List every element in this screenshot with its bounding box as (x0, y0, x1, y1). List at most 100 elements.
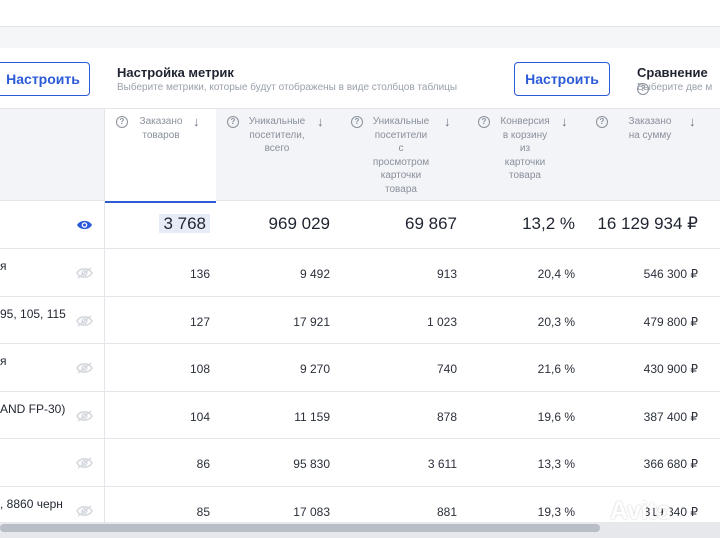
cell-unique-visitors: 9 492 (299, 267, 330, 281)
column-header-label: Уникальные посетители, всего (242, 115, 312, 156)
sort-arrow-icon[interactable]: ↓ (561, 114, 568, 129)
cell-unique-visitors: 9 270 (299, 362, 330, 376)
column-header-label: Конверсия в корзину из карточки товара (493, 115, 557, 183)
header-line: Конверсия (500, 116, 550, 127)
header-line: товара (385, 183, 417, 195)
header-line: Заказано (628, 116, 672, 127)
header-line: просмотром (372, 156, 430, 168)
cell-visitors-with-view: 740 (436, 362, 457, 376)
cell-ordered-items: 136 (189, 267, 210, 281)
sort-arrow-icon[interactable]: ↓ (689, 114, 696, 129)
help-icon[interactable]: ? (637, 82, 649, 95)
top-bar (0, 0, 720, 27)
cell-ordered-amount: 479 800 ₽ (643, 314, 698, 329)
table-row[interactable]: 86 95 830 3 611 13,3 % 366 680 ₽ (0, 439, 720, 487)
total-ordered-items: 3 768 (159, 214, 210, 234)
product-name[interactable]: я (0, 259, 7, 273)
table-header: ? Заказано товаров ↓ ? Уникальные посети… (0, 108, 720, 203)
cell-cart-conversion: 21,6 % (537, 362, 575, 376)
header-line: карточки (504, 156, 546, 168)
eye-icon[interactable] (76, 219, 93, 231)
sort-arrow-icon[interactable]: ↓ (317, 114, 324, 129)
table-row[interactable]: я 136 9 492 913 20,4 % 546 300 ₽ (0, 249, 720, 297)
cell-ordered-amount: 546 300 ₽ (643, 267, 698, 281)
cell-ordered-amount: 430 900 ₽ (643, 362, 698, 376)
header-line: товара (509, 170, 541, 181)
product-name[interactable]: , 8860 черн (0, 496, 63, 511)
column-header-ordered-items[interactable]: ? Заказано товаров ↓ (105, 109, 216, 203)
header-line: Уникальные (372, 116, 430, 127)
cell-cart-conversion: 13,3 % (537, 457, 575, 471)
eye-off-icon[interactable] (76, 362, 93, 374)
cell-visitors-with-view: 3 611 (427, 457, 457, 471)
top-strip (0, 0, 720, 48)
total-ordered-amount: 16 129 934 ₽ (597, 214, 698, 233)
help-icon[interactable]: ? (478, 116, 490, 128)
header-line: посетители (374, 129, 428, 141)
total-value: 3 768 (159, 214, 210, 233)
table-row[interactable]: 95, 105, 115 127 17 921 1 023 20,3 % 479 800 … (0, 297, 720, 344)
header-line: на сумму (628, 129, 672, 141)
cell-cart-conversion: 20,3 % (537, 314, 575, 329)
total-cart-conversion: 13,2 % (522, 214, 575, 233)
total-unique-visitors: 969 029 (268, 214, 330, 233)
cell-visitors-with-view: 913 (436, 267, 457, 281)
column-header-cart-conversion[interactable]: ? Конверсия в корзину из карточки товара… (467, 109, 585, 202)
scrollbar-thumb[interactable] (0, 524, 600, 532)
eye-off-icon[interactable] (76, 409, 93, 422)
toolbar: Настроить Настройка метрик Выберите метр… (0, 48, 720, 108)
product-name[interactable]: AND FP-30) (0, 401, 66, 416)
cell-unique-visitors: 95 830 (293, 457, 330, 471)
help-icon[interactable]: ? (596, 116, 608, 128)
table-row[interactable]: AND FP-30) 104 11 159 878 19,6 % 387 400 ₽ (0, 392, 720, 439)
eye-off-icon[interactable] (76, 314, 93, 327)
eye-off-icon[interactable] (76, 267, 93, 279)
header-line: с (398, 143, 404, 154)
header-line: в корзину (502, 129, 548, 141)
sort-arrow-icon[interactable]: ↓ (444, 114, 451, 129)
configure-button-left[interactable]: Настроить (0, 62, 90, 96)
help-icon[interactable]: ? (351, 116, 363, 128)
cell-ordered-items: 86 (196, 457, 210, 471)
table-row[interactable]: я 108 9 270 740 21,6 % 430 900 ₽ (0, 344, 720, 392)
cell-unique-visitors: 17 083 (293, 504, 330, 519)
cell-ordered-items: 85 (196, 504, 210, 519)
configure-metrics-button[interactable]: Настроить (514, 62, 610, 96)
column-header-ordered-amount[interactable]: ? Заказано на сумму ↓ (585, 109, 720, 202)
sort-arrow-icon[interactable]: ↓ (193, 114, 200, 129)
totals-row: 3 768 969 029 69 867 13,2 % 16 129 934 ₽ (0, 201, 720, 249)
column-header-label: Уникальные посетители с просмотром карто… (366, 115, 436, 196)
column-header-label: Заказано товаров (133, 115, 189, 142)
comparison-subtitle: Выберите две м (637, 82, 713, 93)
watermark: Avito (610, 497, 672, 525)
column-header-visitors-with-view[interactable]: ? Уникальные посетители с просмотром кар… (340, 109, 467, 202)
product-name[interactable]: 95, 105, 115 (0, 306, 66, 321)
metrics-settings-title: Настройка метрик (117, 65, 234, 80)
header-line: Уникальные (248, 116, 306, 127)
cell-cart-conversion: 19,3 % (537, 504, 575, 519)
header-line: товаров (142, 129, 180, 141)
cell-ordered-amount: 387 400 ₽ (643, 409, 698, 424)
product-name[interactable]: я (0, 354, 7, 368)
cell-ordered-items: 104 (189, 409, 210, 424)
horizontal-scrollbar[interactable] (0, 522, 720, 538)
cell-visitors-with-view: 1 023 (426, 314, 457, 329)
cell-ordered-items: 108 (189, 362, 210, 376)
total-visitors-with-view: 69 867 (405, 214, 457, 233)
cell-cart-conversion: 19,6 % (537, 409, 575, 424)
metrics-settings-subtitle: Выберите метрики, которые будут отображе… (117, 82, 458, 93)
help-icon[interactable]: ? (227, 116, 239, 128)
cell-ordered-items: 127 (189, 314, 210, 329)
column-header-label: Заказано на сумму (619, 115, 681, 142)
eye-off-icon[interactable] (76, 457, 93, 469)
header-line: из (519, 143, 531, 154)
header-line: всего (264, 143, 290, 154)
help-icon[interactable]: ? (116, 116, 128, 128)
header-line: Заказано (139, 116, 183, 127)
header-line: посетители, (249, 129, 305, 141)
cell-unique-visitors: 11 159 (294, 409, 330, 424)
eye-off-icon[interactable] (76, 504, 93, 517)
column-header-unique-visitors[interactable]: ? Уникальные посетители, всего ↓ (216, 109, 340, 202)
header-line: карточки (380, 170, 422, 181)
column-divider (104, 108, 105, 528)
